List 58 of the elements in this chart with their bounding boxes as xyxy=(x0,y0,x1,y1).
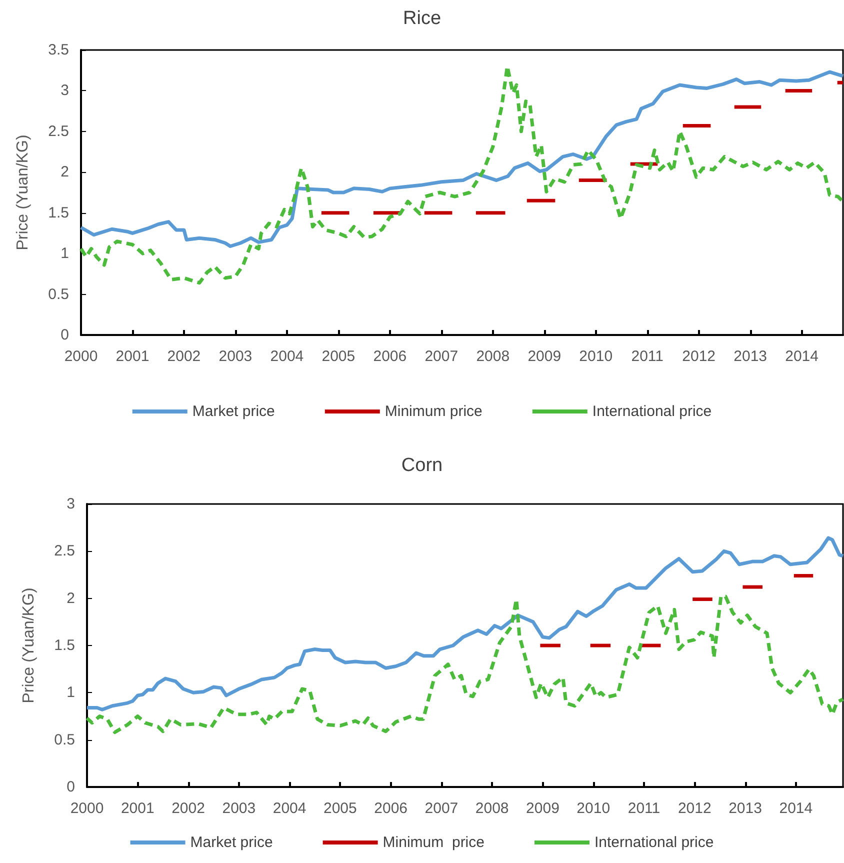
x-tick-label: 2011 xyxy=(631,348,664,365)
legend-label: Minimum price xyxy=(384,403,482,420)
chart-title: Rice xyxy=(402,8,442,29)
x-tick-label: 2012 xyxy=(678,800,712,817)
y-tick-label: 1 xyxy=(60,245,69,262)
x-tick-label: 2006 xyxy=(373,348,407,365)
x-tick-label: 2009 xyxy=(528,348,562,365)
y-tick-label: 0.5 xyxy=(54,731,75,748)
y-axis-title: Price (Yuan/KG) xyxy=(14,134,32,250)
x-tick-label: 2010 xyxy=(576,800,610,817)
x-tick-label: 2000 xyxy=(70,800,104,817)
y-tick-label: 0.5 xyxy=(48,286,69,303)
x-tick-label: 2003 xyxy=(222,800,256,817)
x-tick-label: 2009 xyxy=(526,800,560,817)
legend-label: International price xyxy=(594,834,714,851)
line-series xyxy=(85,536,844,712)
x-tick-label: 2001 xyxy=(116,348,150,365)
y-tick-label: 0 xyxy=(66,778,75,796)
x-tick-label: 2005 xyxy=(322,348,356,365)
y-tick-label: 3.5 xyxy=(48,42,69,58)
y-tick-label: 2.5 xyxy=(54,542,75,560)
y-tick-label: 2 xyxy=(60,164,69,181)
x-tick-label: 2002 xyxy=(167,348,201,365)
x-tick-label: 2013 xyxy=(728,800,762,817)
x-tick-label: 2012 xyxy=(682,348,716,365)
y-axis-title: Price (Yuan/KG) xyxy=(20,588,38,704)
legend-label: International price xyxy=(592,403,712,420)
legend-label: Market price xyxy=(192,403,275,420)
legend-label: Minimum price xyxy=(382,834,484,851)
x-tick-label: 2008 xyxy=(476,348,510,365)
y-tick-label: 2 xyxy=(66,590,75,607)
x-tick-label: 2002 xyxy=(172,800,205,817)
y-tick-label: 3 xyxy=(60,82,69,100)
x-tick-label: 2007 xyxy=(424,800,458,817)
x-tick-label: 2007 xyxy=(424,348,458,365)
x-tick-label: 2001 xyxy=(120,800,154,817)
legend-label: Market price xyxy=(190,834,273,851)
x-tick-label: 2014 xyxy=(779,800,813,817)
y-tick-label: 1.5 xyxy=(54,637,75,654)
line-series xyxy=(85,594,844,734)
chart-title: Corn xyxy=(401,455,443,476)
x-tick-label: 2004 xyxy=(272,800,306,817)
x-tick-label: 2005 xyxy=(323,800,357,817)
y-tick-label: 0 xyxy=(60,326,69,344)
x-tick-label: 2000 xyxy=(64,348,98,365)
x-tick-label: 2004 xyxy=(270,348,304,365)
x-tick-label: 2010 xyxy=(579,348,613,365)
y-tick-label: 3 xyxy=(66,496,75,512)
y-tick-label: 2.5 xyxy=(48,122,69,140)
x-tick-label: 2006 xyxy=(374,800,408,817)
x-tick-label: 2014 xyxy=(785,348,818,365)
x-tick-label: 2003 xyxy=(218,348,252,365)
x-tick-label: 2011 xyxy=(628,800,660,817)
x-tick-label: 2013 xyxy=(734,348,768,365)
y-tick-label: 1 xyxy=(66,684,75,702)
y-tick-label: 1.5 xyxy=(48,204,69,222)
x-tick-label: 2008 xyxy=(475,800,509,817)
line-series xyxy=(79,70,844,248)
